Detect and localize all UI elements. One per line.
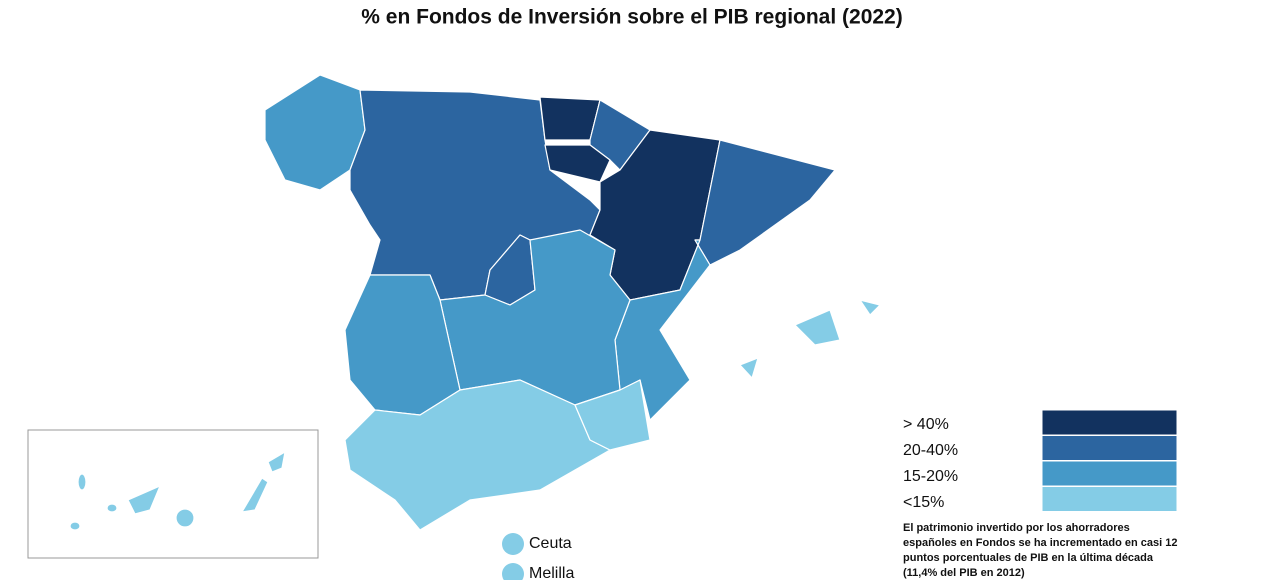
cities: Ceuta Melilla xyxy=(502,533,574,580)
region xyxy=(77,473,87,491)
legend-swatch xyxy=(1041,435,1178,461)
city-label: Ceuta xyxy=(529,535,572,552)
legend-swatch xyxy=(1041,486,1178,512)
legend: > 40% 20-40% 15-20% <15% xyxy=(903,409,1178,512)
note-line: (11,4% del PIB en 2012) xyxy=(903,567,1025,579)
region xyxy=(241,477,269,513)
city-marker xyxy=(502,563,524,580)
region xyxy=(344,379,611,531)
region xyxy=(694,139,836,266)
region xyxy=(267,451,286,473)
region xyxy=(106,503,118,513)
city-label: Melilla xyxy=(529,565,574,580)
region xyxy=(794,309,841,346)
region xyxy=(544,144,611,183)
region xyxy=(175,508,195,528)
region xyxy=(127,485,161,515)
canary-islands xyxy=(69,451,286,531)
legend-label: 20-40% xyxy=(903,442,958,459)
city-marker xyxy=(502,533,524,555)
region xyxy=(739,357,759,379)
legend-label: <15% xyxy=(903,494,944,511)
region xyxy=(859,299,881,316)
note-line: españoles en Fondos se ha incrementado e… xyxy=(903,537,1177,549)
inset-frame xyxy=(27,429,319,559)
map xyxy=(264,74,881,531)
note-line: El patrimonio invertido por los ahorrado… xyxy=(903,522,1130,534)
legend-label: > 40% xyxy=(903,416,949,433)
legend-swatch xyxy=(1041,409,1178,436)
legend-swatch xyxy=(1041,460,1178,487)
legend-label: 15-20% xyxy=(903,468,958,485)
region xyxy=(69,521,81,531)
title: % en Fondos de Inversión sobre el PIB re… xyxy=(361,6,902,29)
region xyxy=(574,379,651,451)
note: El patrimonio invertido por los ahorrado… xyxy=(903,522,1177,579)
note-line: puntos porcentuales de PIB en la última … xyxy=(903,552,1154,564)
